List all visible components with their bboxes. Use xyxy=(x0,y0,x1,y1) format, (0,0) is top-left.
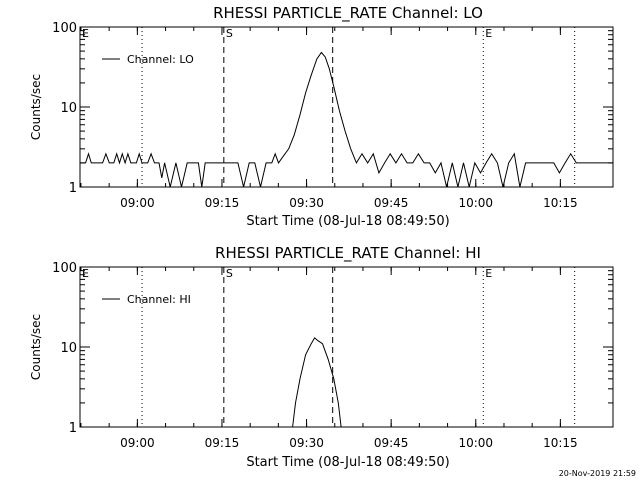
marker-label-lo-0: E xyxy=(82,27,89,40)
marker-label-lo-4: E xyxy=(485,27,492,40)
plot-frame-hi xyxy=(79,266,614,428)
y-tick-label-lo-0: 1 xyxy=(69,181,77,196)
chart-title-lo: RHESSI PARTICLE_RATE Channel: LO xyxy=(213,4,483,23)
legend-label-lo: Channel: LO xyxy=(127,53,194,66)
x-axis-label-hi: Start Time (08-Jul-18 08:49:50) xyxy=(246,455,449,470)
x-tick-label-hi-2: 09:30 xyxy=(289,436,324,450)
legend-label-hi: Channel: HI xyxy=(127,293,191,306)
y-tick-label-lo-2: 100 xyxy=(52,21,77,36)
y-tick-label-lo-1: 10 xyxy=(60,101,77,116)
series-line-hi-0 xyxy=(292,337,342,428)
y-tick-label-hi-2: 100 xyxy=(52,261,77,276)
x-tick-label-hi-1: 09:15 xyxy=(205,436,240,450)
chart-panel-hi: RHESSI PARTICLE_RATE Channel: HI Counts/… xyxy=(29,244,614,470)
x-tick-label-hi-0: 09:00 xyxy=(120,436,155,450)
y-tick-label-hi-0: 1 xyxy=(69,421,77,436)
marker-label-hi-2: S xyxy=(226,267,233,280)
x-tick-label-lo-5: 10:15 xyxy=(543,196,578,210)
marker-label-hi-0: E xyxy=(82,267,89,280)
x-tick-label-lo-4: 10:00 xyxy=(458,196,493,210)
x-tick-label-lo-0: 09:00 xyxy=(120,196,155,210)
x-tick-label-hi-5: 10:15 xyxy=(543,436,578,450)
x-tick-label-hi-4: 10:00 xyxy=(458,436,493,450)
x-tick-label-lo-2: 09:30 xyxy=(289,196,324,210)
x-axis-label-lo: Start Time (08-Jul-18 08:49:50) xyxy=(246,214,449,229)
chart-title-hi: RHESSI PARTICLE_RATE Channel: HI xyxy=(215,244,481,263)
y-tick-label-hi-1: 10 xyxy=(60,341,77,356)
marker-label-hi-4: E xyxy=(485,267,492,280)
marker-label-lo-2: S xyxy=(226,27,233,40)
chart-panel-lo: RHESSI PARTICLE_RATE Channel: LO Counts/… xyxy=(29,4,614,229)
y-axis-label-hi: Counts/sec xyxy=(29,314,43,380)
x-tick-label-lo-3: 09:45 xyxy=(374,196,409,210)
x-tick-label-hi-3: 09:45 xyxy=(374,436,409,450)
x-tick-label-lo-1: 09:15 xyxy=(205,196,240,210)
series-line-lo-0 xyxy=(80,51,613,188)
timestamp-footer: 20-Nov-2019 21:59 xyxy=(559,469,636,478)
y-axis-label-lo: Counts/sec xyxy=(29,74,43,140)
